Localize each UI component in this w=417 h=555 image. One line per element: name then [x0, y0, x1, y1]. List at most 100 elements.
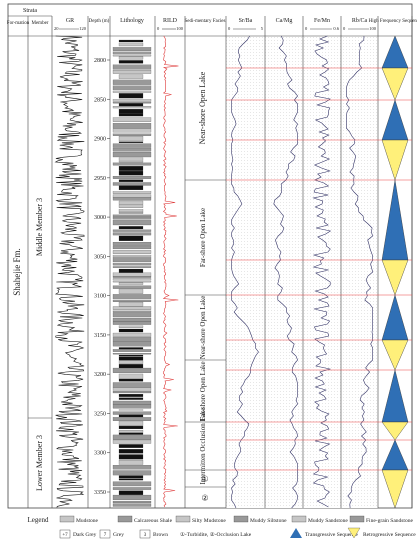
- log-curve: [231, 35, 259, 509]
- lith-bed: [112, 102, 152, 104]
- lith-bed: [112, 353, 152, 355]
- sequence-triangle: [381, 259, 409, 296]
- header-text: Sedi-mentary Facies: [185, 19, 226, 24]
- rild-curve: [162, 35, 179, 508]
- depth-label: 3100: [94, 294, 106, 300]
- header-text: 0: [343, 26, 346, 31]
- lith-bed: [118, 325, 144, 328]
- lith-bed: [112, 367, 152, 373]
- lith-bed: [118, 200, 144, 205]
- lith-bed: [118, 185, 144, 191]
- color-code: +7: [62, 533, 68, 538]
- depth-label: 3300: [94, 451, 106, 457]
- header-text: 0: [305, 26, 308, 31]
- lith-bed: [112, 278, 152, 281]
- header-text: 100: [369, 26, 377, 31]
- lith-bed: [112, 465, 152, 470]
- lith-bed: [112, 143, 152, 148]
- lith-bed: [112, 128, 152, 133]
- depth-label: 3250: [94, 411, 106, 417]
- header-text: RILD: [163, 18, 178, 24]
- lith-bed: [112, 242, 152, 246]
- legend-note: ①-Turbidite, ②-Occlusion Lake: [180, 531, 252, 538]
- lith-bed: [112, 387, 152, 391]
- lith-bed: [112, 481, 152, 487]
- header-text: 100: [176, 26, 184, 31]
- sequence-triangle: [381, 139, 409, 181]
- log-curve: [54, 35, 85, 508]
- lith-bed: [118, 432, 144, 435]
- lith-bed: [112, 55, 152, 57]
- lith-bed: [118, 347, 144, 350]
- header-text: 120: [79, 26, 87, 31]
- ratio-bg: [341, 36, 378, 508]
- depth-label: 3050: [94, 254, 106, 260]
- depth-label: 2900: [94, 137, 106, 143]
- lith-bed: [118, 397, 144, 400]
- legend-tri: [347, 527, 361, 539]
- depth-label: 3000: [94, 215, 106, 221]
- lith-bed: [112, 312, 152, 318]
- header-text: Strata: [23, 8, 37, 14]
- lith-bed: [118, 39, 144, 43]
- color-name: Grey: [113, 532, 124, 538]
- facies-label: ②: [201, 494, 208, 503]
- legend-label: Calcareous Shale: [134, 518, 173, 524]
- header-text: 0.6: [333, 26, 339, 31]
- sequence-triangle: [381, 421, 409, 441]
- lith-bed: [112, 285, 152, 289]
- header-text: Depth (m): [89, 19, 110, 24]
- lith-bed: [112, 79, 152, 85]
- lith-bed: [112, 439, 152, 444]
- lith-bed: [118, 301, 144, 307]
- vertical-text: Middle Member 3: [35, 198, 44, 256]
- lith-bed: [118, 157, 144, 161]
- lith-bed: [118, 209, 144, 213]
- legend-label: Silty Mudstone: [192, 518, 226, 524]
- lith-bed: [118, 204, 144, 208]
- lith-bed: [112, 162, 152, 166]
- legend-title: Legend: [28, 516, 49, 524]
- lith-bed: [112, 501, 152, 504]
- color-name: Brown: [153, 532, 168, 538]
- legend-swatch: [117, 515, 133, 523]
- header-text: 20: [54, 26, 59, 31]
- lith-bed: [118, 179, 144, 182]
- vertical-text: Far-shore Open Lake: [199, 361, 207, 420]
- lith-bed: [112, 321, 152, 325]
- lith-bed: [112, 220, 152, 226]
- lith-bed: [112, 494, 152, 501]
- legend-swatch: [349, 515, 365, 523]
- lith-bed: [112, 232, 152, 236]
- header-text: Fe/Mn: [314, 18, 330, 24]
- lith-bed: [118, 103, 144, 107]
- lith-bed: [118, 113, 144, 117]
- depth-label: 2850: [94, 97, 106, 103]
- lith-bed: [118, 449, 144, 454]
- lith-bed: [112, 400, 152, 405]
- header-text: Sr/Ba: [239, 18, 253, 24]
- lith-bed: [118, 226, 144, 230]
- header-text: GR: [66, 18, 74, 24]
- legend-swatch: [59, 515, 75, 523]
- lith-bed: [118, 282, 144, 285]
- legend-label: Muddy Sandstone: [308, 518, 348, 524]
- lith-bed: [112, 470, 152, 476]
- lith-bed: [118, 93, 144, 99]
- lith-bed: [112, 246, 152, 250]
- log-curve: [345, 35, 374, 509]
- lith-bed: [112, 254, 152, 257]
- lith-bed: [112, 417, 152, 421]
- lith-bed: [118, 430, 144, 433]
- lith-bed: [112, 263, 152, 266]
- lith-bed: [112, 133, 152, 136]
- lith-bed: [112, 349, 152, 352]
- lith-bed: [112, 391, 152, 394]
- lith-bed: [112, 70, 152, 74]
- lith-bed: [112, 317, 152, 322]
- lith-bed: [118, 43, 144, 47]
- lith-bed: [118, 414, 144, 418]
- legend-swatch: [291, 515, 307, 523]
- color-code: 3: [144, 533, 147, 538]
- lith-bed: [112, 85, 152, 91]
